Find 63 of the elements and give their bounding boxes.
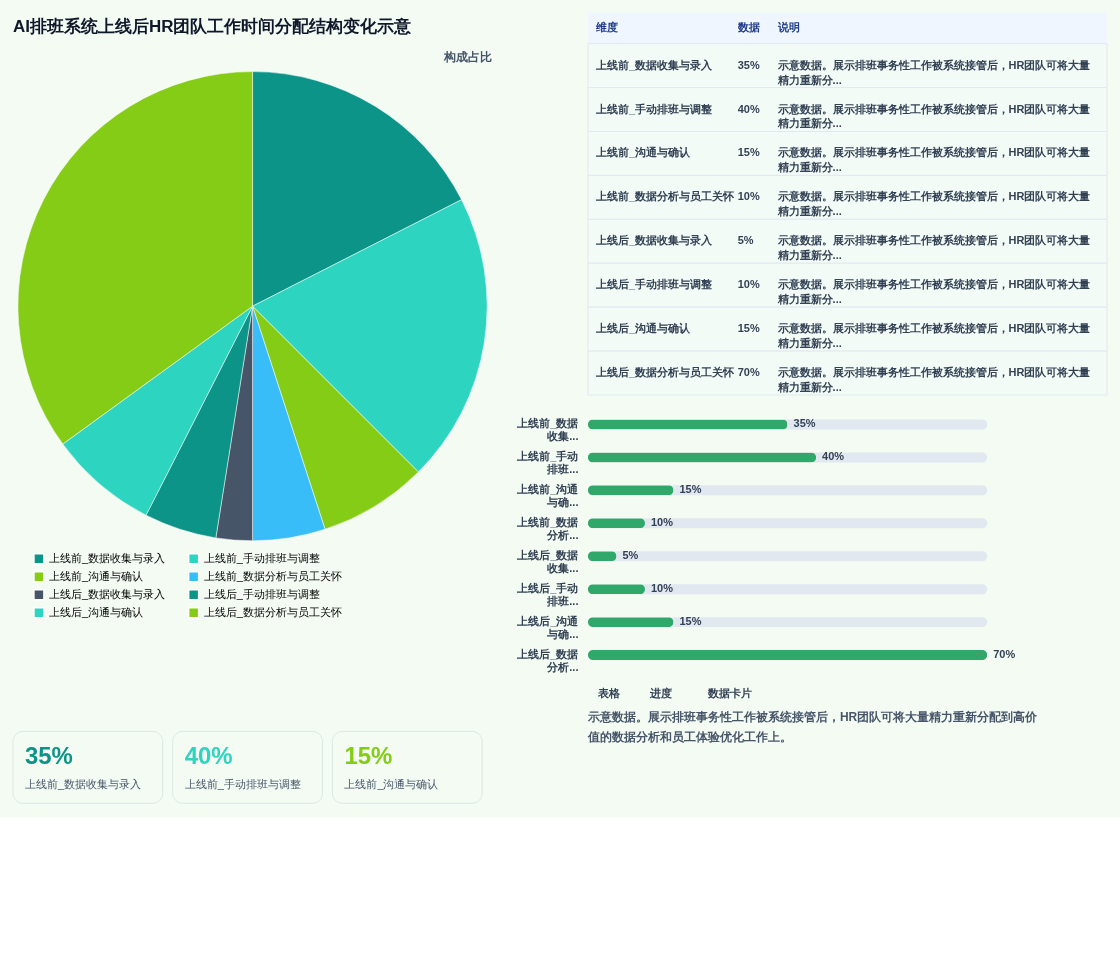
chart-subtitle: 构成占比 bbox=[443, 49, 493, 64]
text: 数据 bbox=[736, 20, 760, 33]
category-label: 上线后_沟通与确认 bbox=[594, 322, 692, 336]
text: 数据卡片 bbox=[706, 687, 752, 700]
text: 示意数据。展示排班事务性工作被系统接管后，HR团队可将大量精力重新分... bbox=[777, 366, 1091, 394]
category-label: 上线前_沟通与确认 bbox=[344, 778, 439, 791]
data-label: 40% bbox=[184, 742, 233, 770]
category-label: 上线前_沟通与确认 bbox=[594, 146, 692, 160]
legend-label: 上线前_手动排班与调整 bbox=[203, 551, 320, 564]
y-tick-label: 上线前_手动排班... bbox=[516, 450, 579, 476]
legend-label: 上线前_沟通与确认 bbox=[48, 569, 144, 582]
category-label: 上线后_手动排班与调整 bbox=[594, 278, 714, 291]
data-label: 15% bbox=[679, 615, 702, 628]
text: 表格 bbox=[596, 687, 621, 700]
y-tick-label: 上线后_数据收集... bbox=[516, 549, 579, 575]
text: 40% bbox=[737, 102, 760, 115]
category-label: 上线前_数据收集与录入 bbox=[24, 778, 142, 791]
legend-label: 上线后_数据分析与员工关怀 bbox=[203, 605, 342, 618]
category-label: 上线后_数据收集与录入 bbox=[594, 234, 714, 248]
data-label: 35% bbox=[793, 417, 816, 430]
category-label: 上线后_数据分析与员工关怀 bbox=[594, 366, 736, 379]
data-label: 5% bbox=[622, 549, 639, 562]
y-tick-label: 上线后_沟通与确... bbox=[516, 615, 580, 641]
y-tick-label: 上线后_手动排班... bbox=[516, 582, 579, 608]
text: 维度 bbox=[594, 20, 618, 33]
category-label: 上线前_数据收集与录入 bbox=[594, 58, 714, 72]
text: 15% bbox=[737, 322, 760, 335]
y-tick-label: 上线前_沟通与确... bbox=[516, 483, 580, 509]
category-label: 上线前_手动排班与调整 bbox=[594, 102, 714, 115]
data-label: 15% bbox=[679, 483, 702, 496]
text: 进度 bbox=[648, 687, 672, 700]
y-tick-label: 上线后_数据分析... bbox=[516, 648, 579, 674]
data-label: 35% bbox=[24, 742, 73, 770]
data-label: 10% bbox=[650, 582, 674, 595]
legend-label: 上线后_手动排班与调整 bbox=[203, 587, 320, 600]
data-label: 10% bbox=[650, 516, 674, 529]
text: 示意数据。展示排班事务性工作被系统接管后，HR团队可将大量精力重新分... bbox=[777, 146, 1091, 174]
y-tick-label: 上线前_数据收集... bbox=[516, 417, 579, 443]
text: 示意数据。展示排班事务性工作被系统接管后，HR团队可将大量精力重新分... bbox=[777, 234, 1091, 262]
data-label: 15% bbox=[344, 742, 393, 770]
text: 示意数据。展示排班事务性工作被系统接管后，HR团队可将大量精力重新分... bbox=[777, 322, 1091, 350]
category-label: 上线前_数据分析与员工关怀 bbox=[594, 190, 736, 203]
y-tick-label: 上线前_数据分析... bbox=[516, 516, 579, 542]
text: 5% bbox=[737, 234, 754, 247]
text: 70% bbox=[737, 366, 760, 379]
legend-label: 上线前_数据收集与录入 bbox=[48, 551, 166, 564]
text: 说明 bbox=[776, 20, 800, 33]
data-label: 40% bbox=[822, 450, 845, 463]
legend-label: 上线后_沟通与确认 bbox=[48, 605, 144, 618]
text: 示意数据。展示排班事务性工作被系统接管后，HR团队可将大量精力重新分... bbox=[777, 278, 1091, 306]
text: 15% bbox=[737, 146, 760, 159]
legend-label: 上线前_数据分析与员工关怀 bbox=[203, 569, 342, 582]
chart-title: AI排班系统上线后HR团队工作时间分配结构变化示意 bbox=[12, 16, 413, 36]
text: 示意数据。展示排班事务性工作被系统接管后，HR团队可将大量精力重新分... bbox=[776, 58, 1091, 86]
text: 示意数据。展示排班事务性工作被系统接管后，HR团队可将大量精力重新分... bbox=[777, 190, 1091, 218]
category-label: 上线前_手动排班与调整 bbox=[184, 778, 301, 791]
text: 示意数据。展示排班事务性工作被系统接管后，HR团队可将大量精力重新分... bbox=[777, 102, 1091, 130]
text: 35% bbox=[737, 58, 760, 71]
text: 10% bbox=[737, 190, 760, 203]
data-label: 70% bbox=[993, 648, 1016, 661]
legend-label: 上线后_数据收集与录入 bbox=[48, 587, 166, 600]
text: 10% bbox=[737, 278, 760, 291]
text: 示意数据。展示排班事务性工作被系统接管后，HR团队可将大量精力重新分配到高价值的数据分析和员工体验优化工作上。 bbox=[586, 710, 1039, 745]
